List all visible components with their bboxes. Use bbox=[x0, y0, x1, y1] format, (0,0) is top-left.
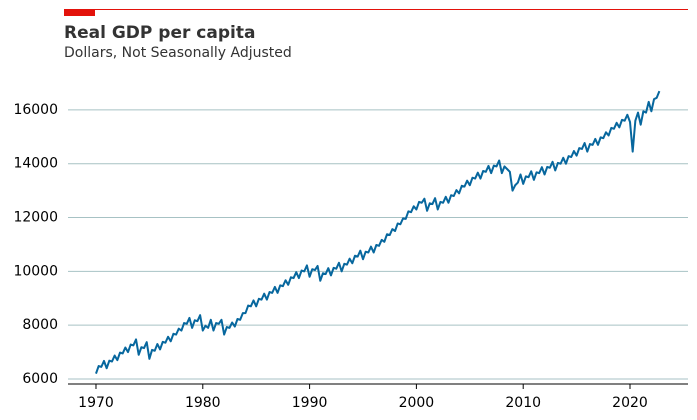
x-tick-label: 1970 bbox=[78, 395, 114, 411]
y-tick-label: 10000 bbox=[13, 263, 58, 279]
chart-subtitle: Dollars, Not Seasonally Adjusted bbox=[64, 45, 292, 61]
y-tick-label: 16000 bbox=[13, 102, 58, 118]
x-tick-label: 1990 bbox=[292, 395, 328, 411]
data-line bbox=[95, 90, 661, 374]
x-tick-label: 2020 bbox=[612, 395, 648, 411]
x-tick-label: 2010 bbox=[505, 395, 541, 411]
y-tick-label: 14000 bbox=[13, 156, 58, 172]
x-tick-label: 1980 bbox=[185, 395, 221, 411]
y-tick-label: 6000 bbox=[22, 371, 58, 387]
y-tick-label: 8000 bbox=[22, 317, 58, 333]
x-tick-label: 2000 bbox=[399, 395, 435, 411]
chart-title: Real GDP per capita bbox=[64, 23, 255, 43]
header-tag bbox=[64, 9, 95, 16]
y-tick-label: 12000 bbox=[13, 210, 58, 226]
